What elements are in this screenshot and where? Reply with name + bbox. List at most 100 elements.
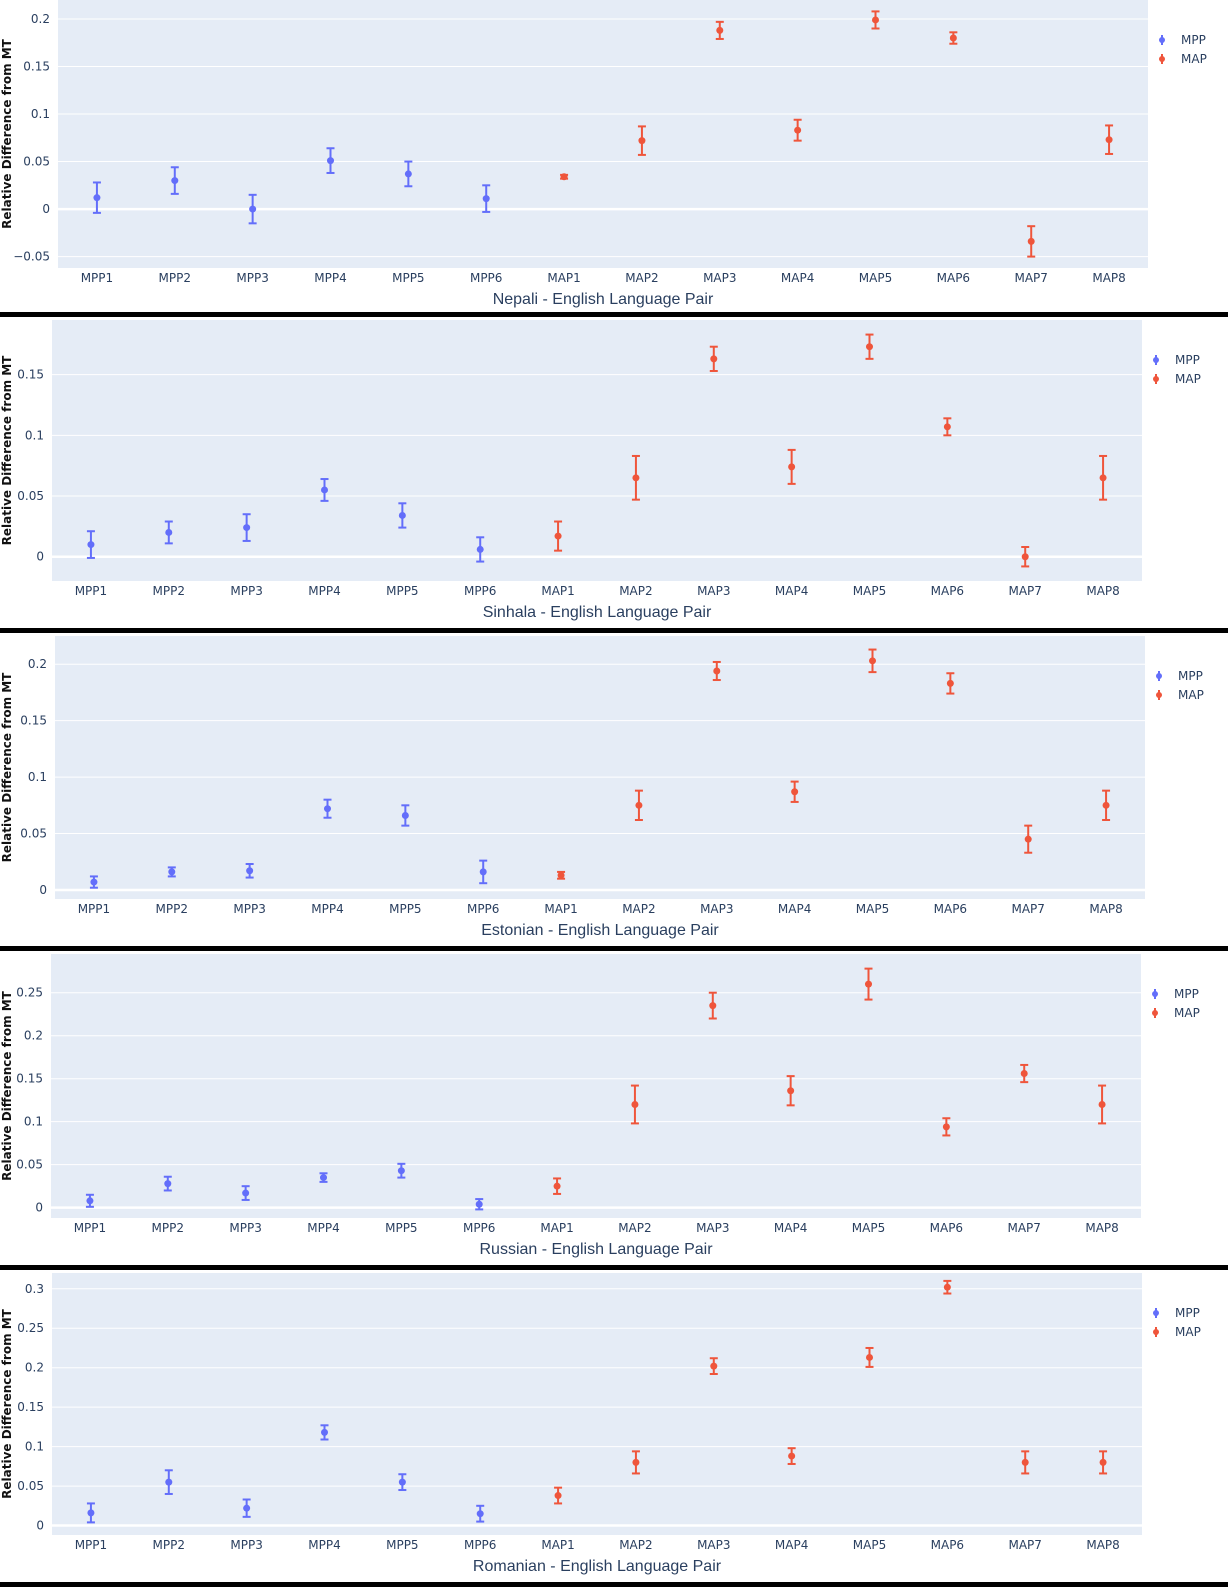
x-tick-label: MAP5	[852, 1221, 885, 1235]
data-point-mpp-mpp3[interactable]	[245, 863, 254, 879]
data-point-map-map7[interactable]	[1020, 1063, 1029, 1084]
data-point-map-map2[interactable]	[631, 1450, 640, 1475]
data-point-map-map6[interactable]	[943, 1279, 952, 1295]
y-tick-label: 0	[36, 1519, 44, 1533]
data-point-map-map2[interactable]	[630, 1084, 639, 1125]
data-point-map-map1[interactable]	[557, 870, 566, 880]
data-point-map-map4[interactable]	[787, 1447, 796, 1465]
data-point-map-map5[interactable]	[864, 967, 873, 1001]
data-point-mpp-mpp2[interactable]	[164, 1469, 173, 1495]
data-point-mpp-mpp2[interactable]	[163, 1175, 172, 1192]
data-point-map-map3[interactable]	[712, 660, 721, 682]
x-tick-label: MAP1	[541, 584, 574, 598]
data-point-map-map8[interactable]	[1099, 1450, 1108, 1475]
data-point-map-map6[interactable]	[943, 417, 952, 437]
x-tick-label: MPP3	[230, 584, 262, 598]
data-point-mpp-mpp3[interactable]	[248, 193, 257, 225]
panel-separator	[0, 1265, 1228, 1270]
data-point-map-map4[interactable]	[787, 448, 796, 485]
data-point-map-map1[interactable]	[560, 173, 569, 181]
data-point-map-map3[interactable]	[709, 1357, 718, 1376]
data-point-mpp-mpp1[interactable]	[86, 530, 95, 559]
data-point-map-map5[interactable]	[871, 10, 880, 30]
x-tick-label: MPP5	[389, 902, 421, 916]
data-point-map-map7[interactable]	[1021, 546, 1030, 568]
data-point-mpp-mpp3[interactable]	[242, 513, 251, 542]
data-point-mpp-mpp6[interactable]	[476, 1504, 485, 1523]
data-point-mpp-mpp1[interactable]	[89, 875, 98, 889]
data-point-map-map7[interactable]	[1027, 225, 1036, 258]
data-point-map-map1[interactable]	[554, 1486, 563, 1505]
data-point-map-map8[interactable]	[1102, 789, 1111, 821]
data-point-map-map4[interactable]	[793, 118, 802, 142]
data-point-map-map5[interactable]	[865, 1346, 874, 1368]
data-point-map-map3[interactable]	[709, 345, 718, 372]
legend-item-mpp[interactable]: MPP	[1159, 33, 1206, 47]
data-point-map-map4[interactable]	[790, 780, 799, 803]
legend-item-mpp[interactable]: MPP	[1153, 353, 1200, 367]
panel-separator	[0, 946, 1228, 951]
legend-item-map[interactable]: MAP	[1153, 372, 1201, 386]
data-point-map-map8[interactable]	[1098, 1084, 1107, 1125]
data-point-map-map5[interactable]	[865, 333, 874, 360]
data-point-mpp-mpp5[interactable]	[404, 160, 413, 188]
chart-svg: −0.05 0 0.05 0.1 0.15 0.2 MPP1 MPP2 MPP3 MPP4 MPP5…	[0, 0, 1207, 308]
y-tick-label: 0.1	[31, 107, 50, 121]
plot-area	[58, 0, 1148, 268]
legend-item-map[interactable]: MAP	[1153, 1325, 1201, 1339]
data-point-mpp-mpp4[interactable]	[320, 478, 329, 502]
data-point-map-map1[interactable]	[553, 1177, 562, 1195]
data-point-mpp-mpp1[interactable]	[85, 1193, 94, 1208]
legend-item-map[interactable]: MAP	[1159, 52, 1207, 66]
data-point-mpp-mpp5[interactable]	[401, 804, 410, 827]
data-point-mpp-mpp2[interactable]	[164, 520, 173, 545]
legend-item-mpp[interactable]: MPP	[1153, 1306, 1200, 1320]
data-point-mpp-mpp6[interactable]	[482, 184, 491, 213]
legend-item-map[interactable]: MAP	[1156, 688, 1204, 702]
data-point-mpp-mpp3[interactable]	[241, 1185, 250, 1201]
x-tick-label: MAP3	[696, 1221, 729, 1235]
data-point-map-map8[interactable]	[1105, 124, 1114, 155]
y-axis-title: Relative Difference from MT	[0, 990, 14, 1181]
data-point-map-map7[interactable]	[1021, 1450, 1030, 1475]
data-point-map-map4[interactable]	[786, 1075, 795, 1107]
marker	[476, 545, 484, 553]
data-point-map-map3[interactable]	[708, 991, 717, 1020]
data-point-map-map8[interactable]	[1099, 454, 1108, 501]
data-point-mpp-mpp1[interactable]	[86, 1502, 95, 1524]
legend-marker	[1153, 1329, 1159, 1335]
data-point-map-map6[interactable]	[942, 1117, 951, 1137]
x-tick-label: MAP4	[778, 902, 811, 916]
data-point-mpp-mpp6[interactable]	[475, 1198, 484, 1211]
legend-marker	[1159, 37, 1165, 43]
data-point-map-map1[interactable]	[554, 520, 563, 552]
data-point-map-map6[interactable]	[946, 672, 955, 695]
data-point-mpp-mpp4[interactable]	[320, 1424, 329, 1441]
data-point-mpp-mpp5[interactable]	[397, 1162, 406, 1179]
data-point-map-map5[interactable]	[868, 648, 877, 674]
data-point-mpp-mpp6[interactable]	[476, 536, 485, 563]
data-point-mpp-mpp4[interactable]	[326, 147, 335, 174]
data-point-mpp-mpp3[interactable]	[242, 1498, 251, 1518]
legend-item-map[interactable]: MAP	[1152, 1006, 1200, 1020]
marker	[709, 1002, 717, 1010]
legend-item-mpp[interactable]: MPP	[1156, 669, 1203, 683]
legend-marker	[1152, 991, 1158, 997]
data-point-mpp-mpp6[interactable]	[479, 859, 488, 885]
data-point-map-map2[interactable]	[631, 454, 640, 501]
data-point-mpp-mpp4[interactable]	[323, 798, 332, 819]
data-point-map-map3[interactable]	[715, 20, 724, 40]
data-point-map-map7[interactable]	[1024, 824, 1033, 854]
data-point-map-map2[interactable]	[637, 125, 646, 156]
data-point-mpp-mpp1[interactable]	[92, 181, 101, 214]
data-point-map-map6[interactable]	[949, 31, 958, 45]
data-point-mpp-mpp4[interactable]	[319, 1172, 328, 1183]
data-point-mpp-mpp5[interactable]	[398, 502, 407, 529]
data-point-mpp-mpp5[interactable]	[398, 1473, 407, 1492]
legend-item-mpp[interactable]: MPP	[1152, 987, 1199, 1001]
x-tick-label: MAP7	[1014, 271, 1047, 285]
data-point-map-map2[interactable]	[634, 789, 643, 821]
data-point-mpp-mpp2[interactable]	[167, 866, 176, 878]
data-point-mpp-mpp2[interactable]	[170, 166, 179, 195]
marker	[553, 1182, 561, 1190]
